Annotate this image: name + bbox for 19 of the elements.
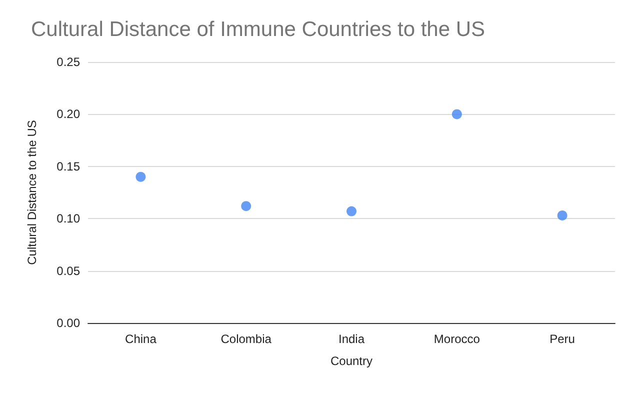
- x-axis-title: Country: [330, 354, 373, 368]
- point: [241, 201, 252, 212]
- point: [452, 109, 462, 120]
- y-tick-label: 0.15: [56, 159, 80, 174]
- x-tick-label: India: [338, 332, 365, 346]
- y-tick-label: 0.20: [56, 107, 80, 122]
- y-axis-title: Cultural Distance to the US: [25, 120, 39, 265]
- x-tick-label: China: [125, 332, 157, 346]
- y-tick-label: 0.25: [56, 55, 80, 69]
- point: [557, 210, 568, 220]
- y-tick-label: 0.00: [56, 316, 80, 330]
- y-tick-label: 0.05: [56, 264, 80, 278]
- x-tick-label: Peru: [550, 332, 575, 346]
- x-tick-label: Colombia: [220, 332, 272, 346]
- point: [346, 206, 356, 216]
- y-tick-label: 0.10: [56, 212, 80, 226]
- chart-title: Cultural Distance of Immune Countries to the US: [31, 18, 486, 41]
- point: [136, 172, 146, 182]
- x-tick-label: Morocco: [434, 332, 480, 346]
